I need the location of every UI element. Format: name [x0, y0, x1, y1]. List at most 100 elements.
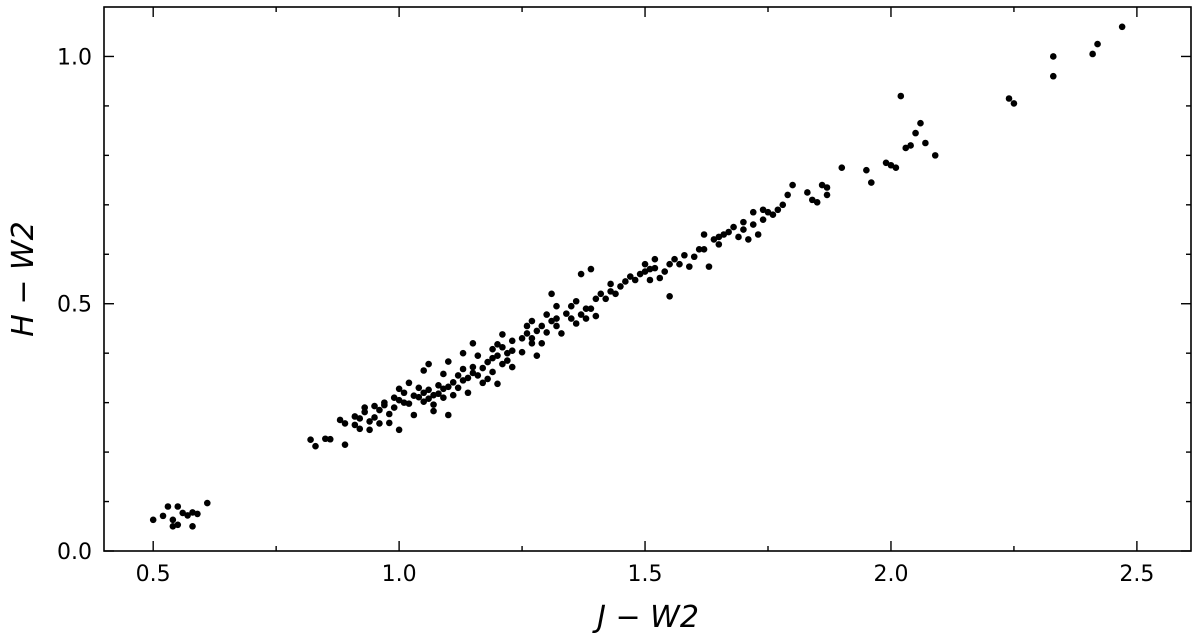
data-point: [489, 354, 496, 362]
data-point: [504, 357, 511, 364]
data-point: [440, 370, 447, 378]
data-point: [528, 335, 536, 342]
data-point: [425, 386, 432, 394]
data-point: [789, 181, 796, 189]
data-point: [169, 516, 177, 524]
data-point: [548, 317, 555, 325]
data-point: [425, 395, 432, 402]
data-point: [420, 398, 428, 405]
data-point: [307, 436, 314, 444]
data-point: [715, 241, 723, 248]
data-point: [587, 265, 595, 273]
data-point: [454, 384, 462, 392]
data-point: [174, 503, 182, 510]
data-point: [405, 400, 413, 407]
data-point: [371, 402, 378, 410]
data-point: [730, 223, 737, 231]
data-point: [194, 510, 201, 518]
data-point: [203, 499, 211, 507]
data-point: [749, 221, 757, 228]
data-point: [587, 305, 595, 312]
data-point: [656, 274, 664, 282]
data-point: [405, 379, 413, 387]
data-point: [622, 278, 629, 285]
data-point: [666, 293, 673, 300]
data-point: [818, 181, 826, 189]
data-point: [700, 246, 708, 253]
data-point: [459, 349, 467, 357]
data-point: [179, 509, 186, 517]
data-point: [435, 390, 442, 398]
data-point: [735, 233, 742, 241]
data-point: [646, 276, 654, 284]
data-point: [184, 512, 191, 519]
data-point: [882, 159, 890, 167]
data-point: [823, 191, 831, 199]
data-point: [754, 231, 762, 238]
data-point: [572, 320, 580, 327]
data-point: [508, 337, 516, 345]
data-point: [907, 142, 914, 149]
data-point: [444, 358, 452, 365]
data-point: [336, 416, 344, 424]
data-point: [764, 208, 772, 216]
x-axis-label: J − W2: [592, 600, 699, 635]
data-point: [602, 295, 609, 303]
data-point: [356, 425, 364, 433]
data-point: [607, 288, 614, 295]
data-point: [808, 196, 816, 204]
data-point: [361, 404, 368, 411]
data-point: [479, 364, 487, 372]
data-point: [548, 290, 555, 298]
data-point: [366, 426, 373, 434]
data-point: [479, 379, 487, 387]
data-point: [1118, 23, 1126, 31]
data-point: [523, 330, 531, 337]
data-point: [508, 347, 516, 355]
data-point: [464, 374, 472, 382]
data-point: [454, 372, 462, 379]
data-point: [567, 315, 575, 322]
data-point: [494, 380, 501, 388]
data-point: [1094, 40, 1101, 48]
data-point: [376, 420, 383, 427]
data-point: [395, 396, 403, 404]
data-point: [671, 255, 678, 263]
data-point: [518, 335, 526, 342]
data-point: [838, 164, 846, 172]
data-point: [425, 360, 432, 368]
data-point: [759, 216, 767, 223]
axis-ticks: [104, 7, 1191, 552]
data-point: [159, 512, 167, 520]
y-tick-label: 1.0: [57, 45, 92, 70]
data-point: [912, 129, 919, 137]
data-point: [813, 199, 821, 206]
data-point: [504, 349, 511, 357]
data-point: [626, 273, 634, 280]
data-point: [690, 253, 698, 261]
data-point: [449, 391, 457, 399]
data-point: [189, 522, 196, 530]
x-tick-label: 0.5: [136, 562, 171, 587]
data-point: [322, 435, 329, 443]
data-point: [494, 340, 501, 348]
data-point: [676, 260, 683, 268]
data-point: [474, 372, 482, 379]
x-tick-label: 2.5: [1119, 562, 1154, 587]
data-point: [489, 368, 496, 376]
data-point: [725, 228, 732, 236]
data-point: [651, 264, 659, 272]
data-point: [1005, 95, 1013, 102]
data-point: [804, 189, 811, 196]
data-point: [469, 363, 477, 371]
data-point: [607, 280, 614, 288]
data-point: [572, 297, 580, 305]
data-point: [867, 179, 875, 186]
data-point: [700, 231, 708, 238]
data-point: [617, 283, 624, 290]
data-point: [464, 389, 472, 397]
data-point: [749, 208, 757, 216]
data-point: [582, 305, 590, 312]
data-point: [1049, 72, 1057, 80]
data-point: [444, 411, 452, 419]
